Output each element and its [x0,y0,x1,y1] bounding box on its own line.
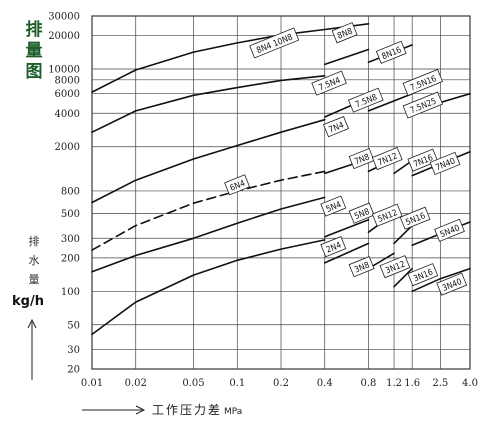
series-label: 5N4 [320,195,347,217]
x-tick-label: 1.6 [404,378,420,389]
series-label-box [402,68,444,96]
series-label-text: 7N40 [434,156,457,173]
series-label-text: 5N12 [376,208,399,225]
series-label-box [311,70,347,96]
series-line [91,118,326,204]
series-line [323,219,370,238]
series-label-box [348,256,375,278]
y-tick-label: 4000 [55,109,80,120]
series-label-box [224,174,251,196]
series-label-box [320,236,347,258]
series-label: 3N8 [348,256,375,278]
y-tick-label: 500 [61,209,80,220]
x-tick-label: 0.02 [125,378,147,389]
series-label-box [402,91,444,119]
series-label-box [323,116,349,138]
x-tick-label: 0.2 [273,378,289,389]
series-label: 8N8 [331,22,358,44]
series-label-box [348,202,375,224]
series-label-text: 3N12 [384,260,407,277]
series-line [91,239,326,336]
series-label-box [371,146,403,171]
y-tick-label: 30 [67,345,80,356]
series-label: 5N8 [348,202,375,224]
y-tick-label: 20 [67,365,80,376]
y-axis-unit: kg/h [12,294,44,309]
x-tick-label: 0.4 [317,378,333,389]
series-line [323,242,370,264]
y-axis-label: 排水量 [28,235,40,286]
series-label: 8N4 10N8 [249,27,300,59]
series-line [91,75,326,133]
x-axis-label: 工作压力差 MPa [152,401,242,418]
x-tick-label: 0.1 [229,378,245,389]
y-tick-label: 2000 [55,142,80,153]
y-tick-label: 800 [61,186,80,197]
series-line [367,92,413,112]
series-label-box [379,255,411,279]
series-label-box [371,203,403,227]
series-label-box [429,151,461,176]
x-axis-label-text: 工作压力差 [152,403,223,417]
series-label: 7.5N8 [348,87,384,113]
series-line [323,48,370,66]
series-label-box [434,218,465,242]
series-line [91,170,326,251]
series-line [91,196,326,273]
series-label: 6N4 [224,174,251,196]
y-tick-label: 20000 [48,31,80,42]
series-label-box [348,147,375,170]
series-label-box [320,195,347,217]
axis-ticks: 3000020000100008000600040002000800500300… [48,12,478,390]
x-tick-label: 0.05 [182,378,204,389]
y-tick-label: 200 [61,253,80,264]
chart-title: 排量图 [25,20,43,82]
series-label-text: 8N16 [380,45,403,62]
y-axis-arrow [27,318,37,380]
x-axis-arrow [82,405,146,415]
series-label: 2N4 [320,236,347,258]
x-tick-label: 4.0 [462,378,478,389]
series-label-box [407,148,439,172]
series-label-box [331,22,358,44]
x-tick-label: 0.8 [361,378,377,389]
x-axis-unit: MPa [224,407,243,417]
series-label-box [375,40,407,64]
y-tick-label: 50 [67,320,80,331]
series-label-text: 7N12 [376,151,399,168]
series-label: 7N12 [371,146,403,171]
series-label-box [399,206,431,230]
series-label-box [249,27,300,59]
x-tick-label: 0.01 [81,378,103,389]
series-label-box [436,272,468,296]
y-tick-label: 300 [61,234,80,245]
series-label: 7.5N25 [402,91,444,119]
series-label: 5N12 [371,203,403,227]
y-tick-label: 6000 [55,89,80,100]
series-line [411,267,471,293]
y-tick-label: 100 [61,287,80,298]
series-label: 7.5N4 [311,70,347,96]
series-label-box [348,87,384,113]
series-label-box [407,263,439,287]
series-line [91,23,370,93]
series-line [393,224,413,245]
series-label: 3N40 [436,272,468,296]
series-label: 5N16 [399,206,431,230]
y-tick-label: 30000 [48,12,80,23]
series-label-text: 7.5N4 [317,76,342,94]
series-label: 8N16 [375,40,407,64]
series-line [393,267,413,288]
series-label-text: 5N40 [439,223,462,240]
grid-lines [91,15,471,370]
series-label: 7N8 [348,147,375,170]
y-tick-label: 10000 [48,65,80,76]
y-tick-label: 8000 [55,75,80,86]
series-label: 7N4 [323,116,349,138]
x-tick-label: 1.2 [386,378,402,389]
series-label: 7.5N16 [402,68,444,96]
x-tick-label: 2.5 [432,378,448,389]
